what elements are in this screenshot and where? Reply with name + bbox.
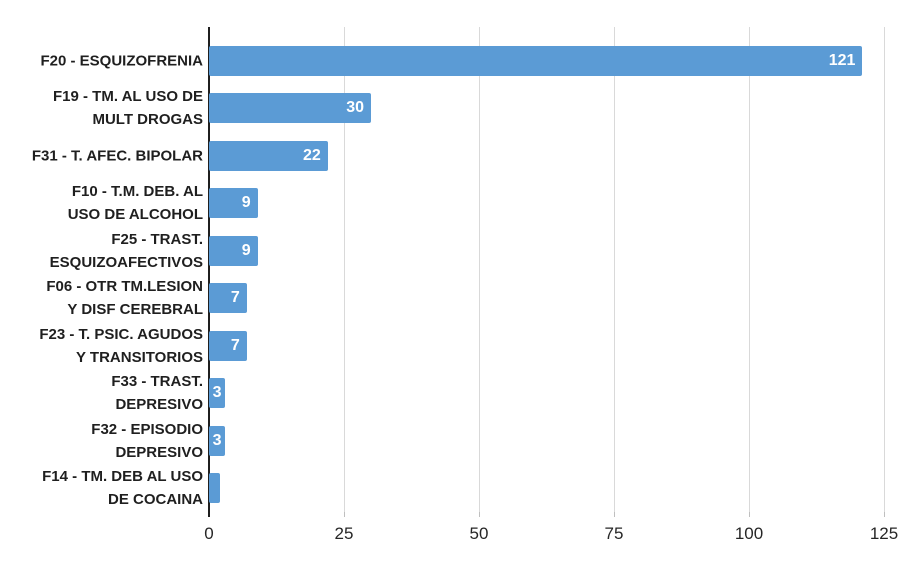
- category-label: F23 - T. PSIC. AGUDOS Y TRANSITORIOS: [39, 325, 203, 366]
- x-tick-label: 100: [734, 524, 764, 543]
- bar: 121: [209, 45, 863, 76]
- bar-value-label: 22: [303, 146, 321, 164]
- category-label: F06 - OTR TM.LESION Y DISF CEREBRAL: [46, 278, 203, 319]
- bar: 3: [209, 425, 226, 456]
- chart-row: F10 - T.M. DEB. AL USO DE ALCOHOL 9: [68, 180, 884, 228]
- bar-value-label: 7: [230, 336, 240, 354]
- category-label: F33 - TRAST. DEPRESIVO: [111, 373, 203, 414]
- category-label: F20 - ESQUIZOFRENIA: [40, 52, 203, 70]
- bar: [209, 473, 220, 504]
- bar: 7: [209, 283, 247, 314]
- category-label: F25 - TRAST. ESQUIZOAFECTIVOS: [49, 230, 203, 271]
- chart-row: F06 - OTR TM.LESION Y DISF CEREBRAL 7: [46, 275, 884, 323]
- bar-value-label: 30: [346, 99, 364, 117]
- axis-tick: [748, 512, 750, 517]
- x-tick-label: 25: [334, 524, 354, 543]
- bar: 9: [209, 235, 258, 266]
- chart-row: F19 - TM. AL USO DE MULT DROGAS 30: [53, 85, 884, 133]
- chart-row: F31 - T. AFEC. BIPOLAR 22: [32, 132, 884, 180]
- chart-row: F33 - TRAST. DEPRESIVO 3: [111, 370, 884, 418]
- bar-value-label: 3: [212, 431, 222, 449]
- bar-value-label: 121: [828, 51, 856, 69]
- x-axis: 0 25 50 75 100 125: [204, 524, 898, 546]
- axis-tick: [883, 512, 885, 517]
- plot-area: [208, 27, 885, 517]
- chart-row: F14 - TM. DEB AL USO DE COCAINA: [42, 465, 884, 513]
- chart-row: F32 - EPISODIO DEPRESIVO 3: [91, 417, 884, 465]
- chart-row: F23 - T. PSIC. AGUDOS Y TRANSITORIOS 7: [39, 322, 884, 370]
- bar-value-label: 7: [230, 289, 240, 307]
- x-tick-label: 0: [204, 524, 214, 543]
- axis-tick: [343, 512, 345, 517]
- bar: 22: [209, 140, 328, 171]
- axis-tick: [478, 512, 480, 517]
- axis-tick: [613, 512, 615, 517]
- category-label: F14 - TM. DEB AL USO DE COCAINA: [42, 468, 203, 509]
- category-label: F19 - TM. AL USO DE MULT DROGAS: [52, 88, 203, 129]
- bar: 3: [209, 378, 226, 409]
- category-label: F32 - EPISODIO DEPRESIVO: [91, 420, 203, 461]
- x-tick-label: 125: [869, 524, 899, 543]
- bar-value-label: 9: [241, 241, 251, 259]
- bar-value-label: 9: [241, 194, 251, 212]
- bar: 9: [209, 188, 258, 219]
- x-tick-label: 50: [469, 524, 489, 543]
- gridline: [748, 27, 750, 512]
- gridline: [613, 27, 615, 512]
- gridline: [343, 27, 345, 512]
- bar: 30: [209, 93, 371, 124]
- bars-layer: F20 - ESQUIZOFRENIA 121 F19 - TM. AL USO…: [32, 37, 884, 513]
- bar: 7: [209, 330, 247, 361]
- gridline: [883, 27, 885, 512]
- chart-row: F25 - TRAST. ESQUIZOAFECTIVOS 9: [50, 227, 884, 275]
- y-axis-line: [208, 27, 210, 517]
- category-label: F10 - T.M. DEB. AL USO DE ALCOHOL: [67, 183, 203, 224]
- x-tick-label: 75: [604, 524, 624, 543]
- chart-row: F20 - ESQUIZOFRENIA 121: [40, 37, 884, 85]
- bar-value-label: 3: [212, 384, 222, 402]
- category-label: F31 - T. AFEC. BIPOLAR: [31, 147, 203, 165]
- gridline: [478, 27, 480, 512]
